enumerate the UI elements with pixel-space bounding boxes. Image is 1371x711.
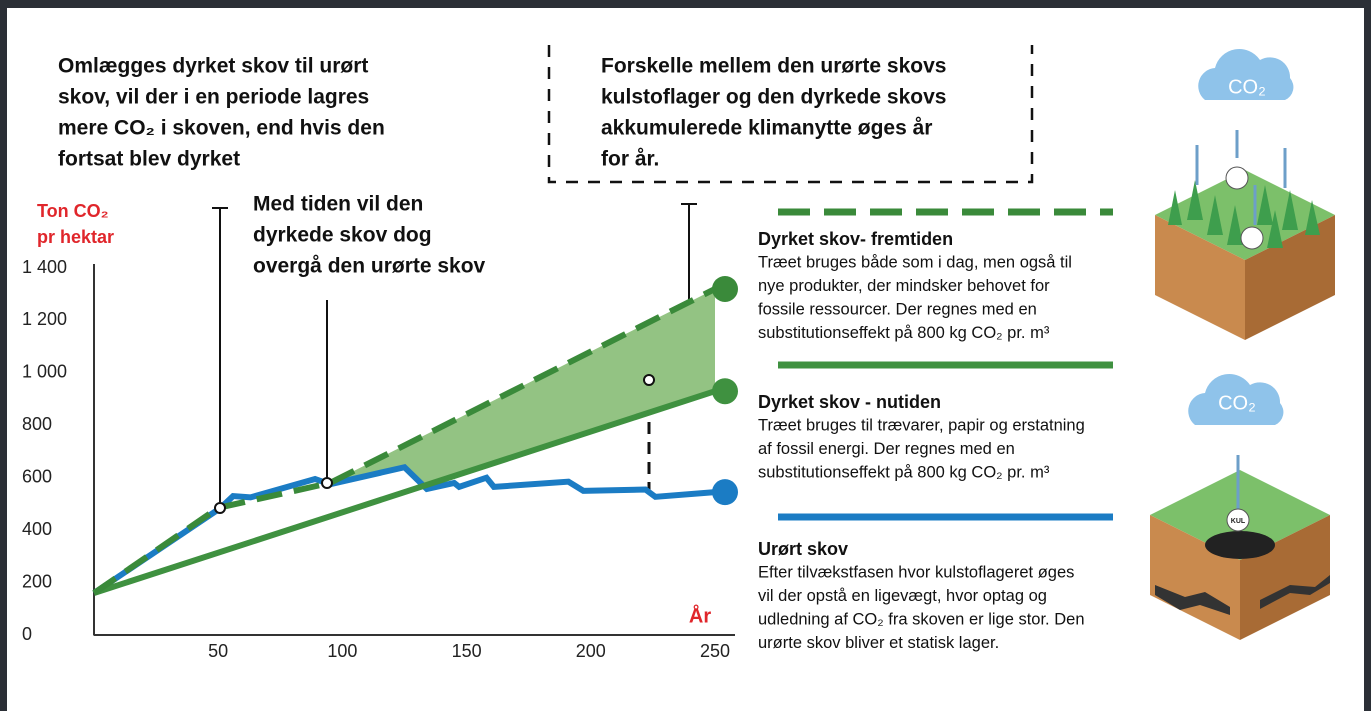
legend-description: urørte skov bliver et statisk lager. <box>758 634 999 652</box>
end-point <box>712 479 738 505</box>
annotation: kulstoflager og den dyrkede skovs <box>601 86 946 109</box>
coal-label: KUL <box>1231 518 1246 525</box>
y-axis-label: pr hektar <box>37 227 114 247</box>
cloud-label: CO₂ <box>1218 392 1256 414</box>
legend-description: Efter tilvækstfasen hvor kulstoflageret … <box>758 563 1074 581</box>
x-tick-label: 50 <box>208 641 228 661</box>
annotation: dyrkede skov dog <box>253 224 432 247</box>
annotation: overgå den urørte skov <box>253 255 486 278</box>
callout-dot <box>215 503 225 513</box>
annotation: mere CO₂ i skoven, end hvis den <box>58 117 385 140</box>
annotation: Forskelle mellem den urørte skovs <box>601 55 946 78</box>
y-tick-label: 600 <box>22 466 52 486</box>
legend-description: Træet bruges både som i dag, men også ti… <box>758 253 1072 271</box>
end-point <box>712 276 738 302</box>
legend-description: substitutionseffekt på 800 kg CO₂ pr. m³ <box>758 463 1050 481</box>
x-axis-label: År <box>689 603 711 627</box>
legend-title: Urørt skov <box>758 539 848 559</box>
y-tick-label: 200 <box>22 571 52 591</box>
chart: CO₂ CO₂ KUL År Omlægges dyrket skov til … <box>0 0 1371 711</box>
x-tick-label: 250 <box>700 641 730 661</box>
legend-description: Træet bruges til trævarer, papir og erst… <box>758 416 1085 434</box>
legend-description: af fossil energi. Der regnes med en <box>758 440 1015 458</box>
callout-dot <box>322 478 332 488</box>
annotation: for år. <box>601 148 659 171</box>
legend-description: substitutionseffekt på 800 kg CO₂ pr. m³ <box>758 324 1050 342</box>
legend-description: nye produkter, der mindsker behovet for <box>758 277 1050 295</box>
annotation: fortsat blev dyrket <box>58 148 240 171</box>
x-tick-label: 200 <box>576 641 606 661</box>
y-tick-label: 800 <box>22 414 52 434</box>
legend-description: udledning af CO₂ fra skoven er lige stor… <box>758 610 1085 628</box>
y-tick-label: 0 <box>22 624 32 644</box>
annotation: akkumulerede klimanytte øges år <box>601 117 932 140</box>
cloud-label: CO₂ <box>1228 76 1266 98</box>
legend-description: fossile ressourcer. Der regnes med en <box>758 300 1037 318</box>
x-tick-label: 150 <box>452 641 482 661</box>
y-tick-label: 1 000 <box>22 362 67 382</box>
end-point <box>712 378 738 404</box>
y-tick-label: 1 200 <box>22 309 67 329</box>
y-tick-label: 1 400 <box>22 257 67 277</box>
legend-title: Dyrket skov - nutiden <box>758 392 941 412</box>
callout-dot <box>644 375 654 385</box>
annotation: Omlægges dyrket skov til urørt <box>58 55 368 78</box>
x-tick-label: 100 <box>327 641 357 661</box>
y-tick-label: 400 <box>22 519 52 539</box>
legend-description: vil der opstå en ligevægt, hvor optag og <box>758 587 1047 605</box>
y-axis-label: Ton CO₂ <box>37 201 109 221</box>
legend-title: Dyrket skov- fremtiden <box>758 229 953 249</box>
annotation: skov, vil der i en periode lagres <box>58 86 369 109</box>
annotation: Med tiden vil den <box>253 193 423 216</box>
